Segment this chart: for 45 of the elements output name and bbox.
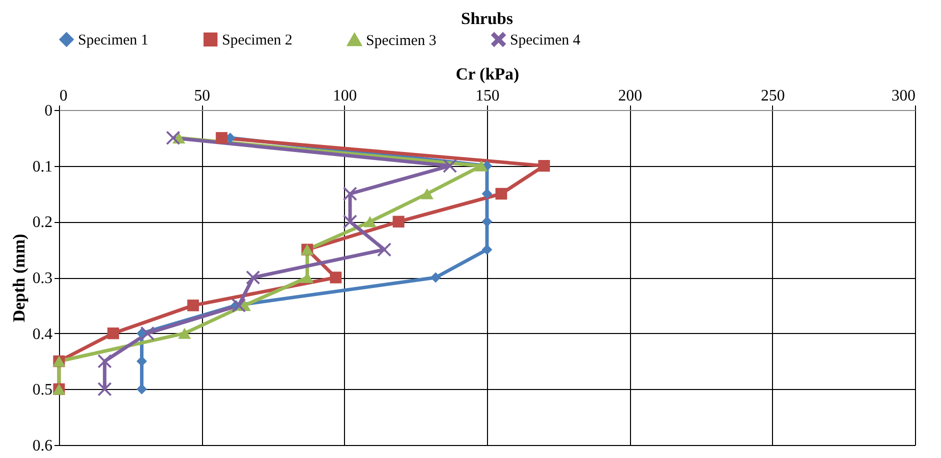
point (232, 298, 246, 312)
y-tick-label: 0.1 (32, 158, 52, 176)
x-tick-label: 50 (194, 88, 210, 104)
x-tick-label: 0 (60, 88, 68, 104)
legend-label: Specimen 1 (78, 32, 148, 49)
point (216, 132, 228, 144)
y-axis-title: Depth (mm) (10, 234, 28, 322)
point (107, 327, 120, 340)
x-tick-label: 200 (618, 88, 642, 104)
point (392, 216, 404, 228)
point (246, 270, 260, 284)
legend-label: Specimen 4 (510, 32, 581, 49)
legend-label: Specimen 3 (366, 32, 436, 49)
point (377, 242, 392, 256)
y-tick-label: 0.4 (32, 326, 52, 343)
y-tick-label: 0 (44, 102, 52, 120)
point (443, 158, 457, 173)
point (178, 328, 191, 339)
point (430, 272, 441, 283)
point (495, 188, 508, 200)
point (98, 382, 112, 396)
y-tick-label: 0.3 (32, 270, 52, 287)
point (343, 214, 357, 229)
point (330, 272, 342, 284)
point (166, 131, 180, 145)
y-tick-label: 0.5 (32, 382, 52, 399)
x-tick-label: 250 (760, 88, 785, 104)
point (364, 216, 376, 228)
point (420, 188, 434, 200)
x-tick-label: 100 (332, 88, 357, 104)
x-tick-label: 150 (476, 88, 500, 104)
y-tick-label: 0.6 (32, 438, 52, 454)
point (187, 300, 199, 312)
point (140, 326, 154, 340)
y-tick-label: 0.2 (32, 214, 52, 232)
legend-label: Specimen 2 (222, 32, 292, 49)
point (474, 160, 488, 172)
x-axis-title: Cr (kPa) (456, 64, 520, 84)
point (136, 356, 147, 366)
point (482, 188, 492, 199)
x-tick-label: 300 (892, 88, 916, 104)
point (98, 354, 112, 368)
point (343, 186, 357, 201)
chart-title: Shrubs (461, 9, 514, 28)
point (538, 160, 550, 172)
